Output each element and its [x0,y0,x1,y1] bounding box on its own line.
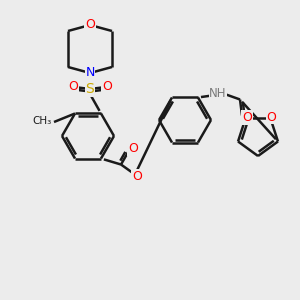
Text: O: O [132,170,142,183]
Text: O: O [102,80,112,92]
Text: NH: NH [209,87,227,100]
Text: S: S [85,82,94,96]
Text: O: O [242,111,252,124]
Text: O: O [85,19,95,32]
Text: CH₃: CH₃ [33,116,52,126]
Text: O: O [128,142,138,155]
Text: O: O [68,80,78,92]
Text: N: N [85,67,95,80]
Text: O: O [266,110,276,124]
